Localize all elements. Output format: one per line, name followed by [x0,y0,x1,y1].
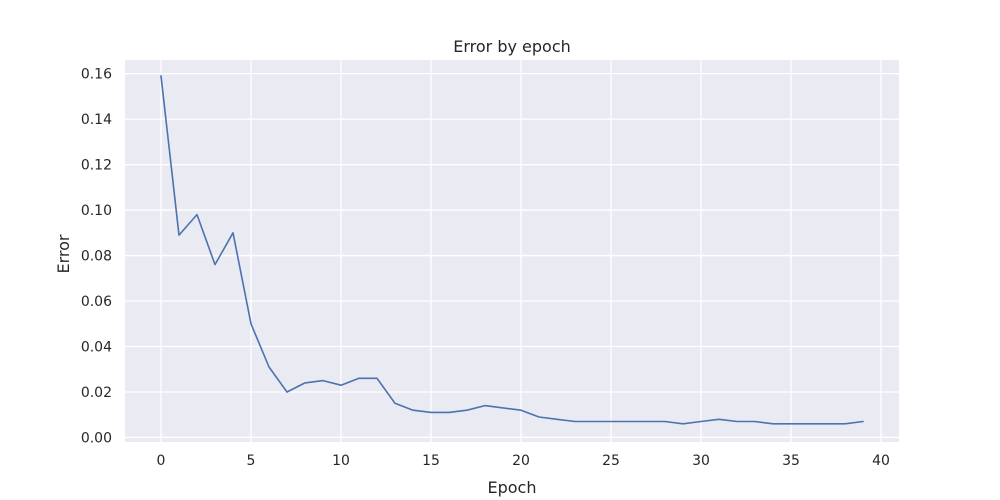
y-axis-title: Error [54,234,73,273]
x-tick-label: 30 [692,453,710,469]
x-tick-label: 10 [332,453,350,469]
series-layer [160,75,864,425]
y-tick-label: 0.06 [81,294,112,310]
plot-area [125,60,899,442]
y-tick-label: 0.04 [81,340,112,356]
x-axis-title: Epoch [488,478,537,497]
series-line [160,75,864,425]
x-axis-ticks: 0 5 10 15 20 25 30 35 40 [157,453,890,469]
x-tick-label: 15 [422,453,440,469]
x-tick-label: 40 [872,453,890,469]
y-axis-ticks: 0.00 0.02 0.04 0.06 0.08 0.10 0.12 0.14 0.16 [81,67,112,447]
x-tick-label: 5 [247,453,256,469]
y-tick-label: 0.16 [81,67,112,83]
x-tick-label: 0 [157,453,166,469]
y-tick-label: 0.14 [81,112,112,128]
y-tick-label: 0.08 [81,249,112,265]
y-tick-label: 0.02 [81,385,112,401]
y-tick-label: 0.00 [81,430,112,446]
x-tick-label: 20 [512,453,530,469]
grid [125,60,899,442]
x-tick-label: 25 [602,453,620,469]
chart-title: Error by epoch [453,37,571,56]
y-tick-label: 0.12 [81,158,112,174]
x-tick-label: 35 [782,453,800,469]
y-tick-label: 0.10 [81,203,112,219]
